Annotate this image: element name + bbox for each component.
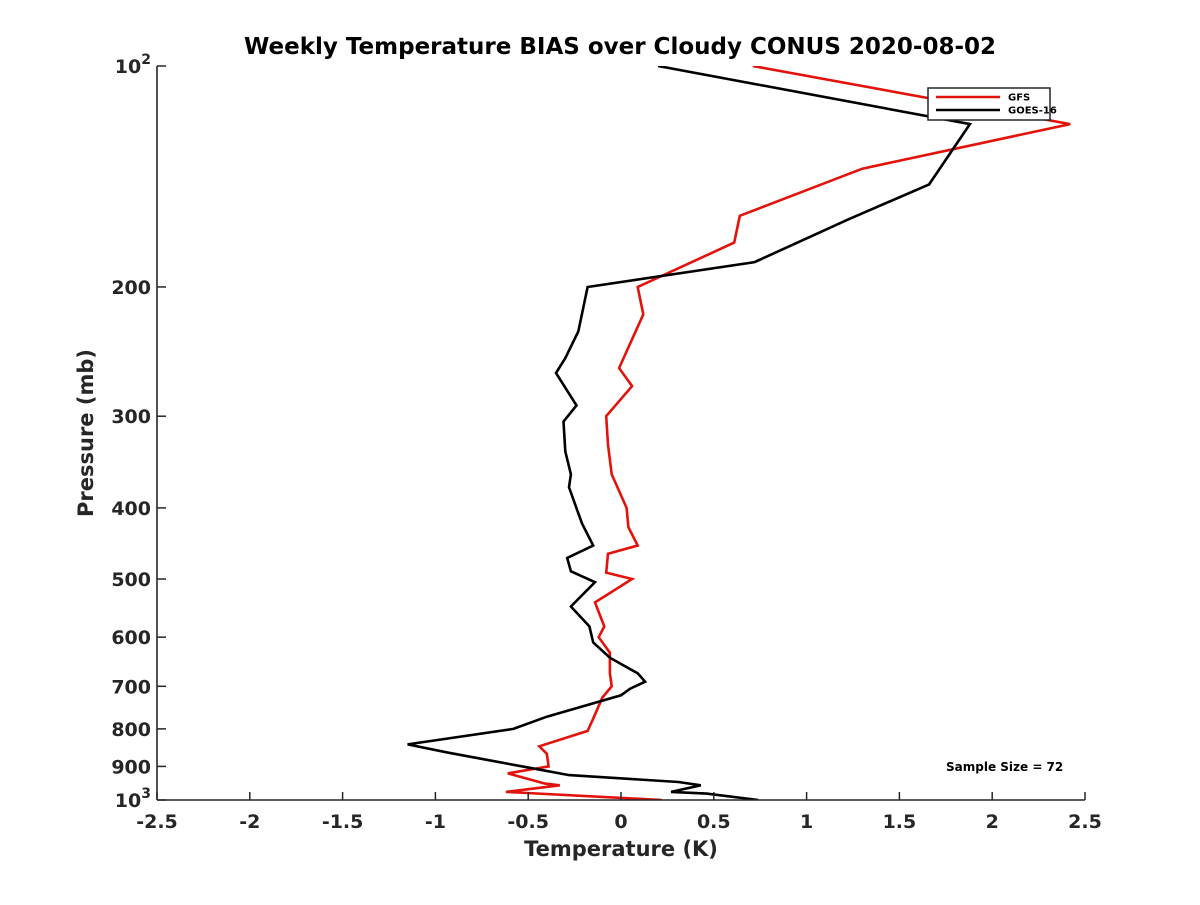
y-tick-label: 102	[115, 52, 151, 78]
x-tick-label: -1	[425, 811, 446, 833]
x-tick-label: 2.5	[1068, 811, 1102, 833]
y-tick-label: 103	[115, 786, 151, 812]
legend-label-gfs: GFS	[1008, 93, 1030, 104]
x-tick-label: -1.5	[322, 811, 364, 833]
y-tick-label: 400	[111, 498, 151, 520]
chart-title: Weekly Temperature BIAS over Cloudy CONU…	[244, 34, 996, 60]
y-tick-label: 200	[111, 277, 151, 299]
axes-layer	[156, 66, 1085, 801]
x-tick-label: 1.5	[883, 811, 917, 833]
y-tick-label: 700	[111, 676, 151, 698]
y-axis-label: Pressure (mb)	[74, 349, 98, 517]
x-tick-label: 0	[614, 811, 627, 833]
x-axis-label: Temperature (K)	[524, 837, 718, 861]
x-tick-label: 0.5	[697, 811, 731, 833]
y-ticks: 102 200 300 400 500 600 700 800 900 103	[111, 52, 166, 812]
x-tick-label: -0.5	[507, 811, 549, 833]
series-line-gfs	[505, 66, 1071, 800]
x-tick-label: -2.5	[136, 811, 178, 833]
x-tick-label: -2	[239, 811, 260, 833]
series-line-goes-16	[407, 66, 973, 800]
x-tick-label: 1	[800, 811, 813, 833]
legend-label-goes-16: GOES-16	[1008, 106, 1057, 117]
y-tick-label: 500	[111, 569, 151, 591]
x-ticks: -2.5 -2 -1.5 -1 -0.5 0 0.5 1 1.5 2 2.5	[136, 792, 1102, 833]
sample-size-annotation: Sample Size = 72	[946, 760, 1063, 774]
series-layer	[407, 66, 1071, 800]
y-tick-label: 900	[111, 756, 151, 778]
legend-box	[927, 87, 1051, 121]
y-tick-label: 300	[111, 406, 151, 428]
y-tick-label: 800	[111, 719, 151, 741]
legend: GFS GOES-16	[927, 87, 1057, 121]
x-tick-label: 2	[986, 811, 999, 833]
y-tick-label: 600	[111, 627, 151, 649]
